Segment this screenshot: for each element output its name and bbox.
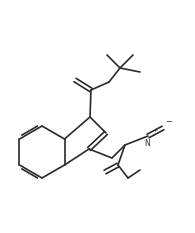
Text: −: − bbox=[165, 117, 172, 126]
Text: N: N bbox=[144, 139, 150, 148]
Text: +: + bbox=[152, 128, 157, 133]
